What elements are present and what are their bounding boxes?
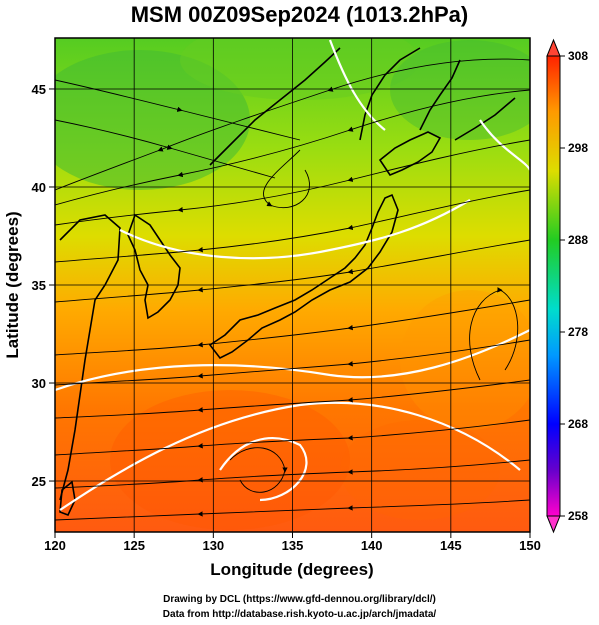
y-tick-label: 40 <box>32 180 46 195</box>
colorbar-tick-label: 268 <box>568 417 588 431</box>
y-axis-label: Latitude (degrees) <box>3 211 22 358</box>
y-tick-label: 25 <box>32 474 46 489</box>
y-tick-label: 30 <box>32 376 46 391</box>
y-axis: 25 30 35 40 45 <box>32 82 55 489</box>
footer-credit-data: Data from http://database.rish.kyoto-u.a… <box>162 609 437 620</box>
lat-lon-grid <box>55 38 530 532</box>
x-tick-label: 125 <box>123 538 145 553</box>
colorbar-tick-label: 308 <box>568 49 588 63</box>
streamlines <box>55 58 530 521</box>
colorbar-bottom-arrow <box>546 515 561 534</box>
coastlines <box>59 47 516 517</box>
y-tick-label: 35 <box>32 278 46 293</box>
x-tick-label: 140 <box>361 538 383 553</box>
colorbar: 258 268 278 288 298 308 <box>546 38 588 534</box>
chart-title: MSM 00Z09Sep2024 (1013.2hPa) <box>130 2 469 27</box>
colorbar-top-arrow <box>546 38 561 57</box>
x-axis: 120 125 130 135 140 145 150 <box>44 532 541 553</box>
x-tick-label: 150 <box>519 538 541 553</box>
x-tick-label: 120 <box>44 538 66 553</box>
x-tick-label: 145 <box>440 538 462 553</box>
colorbar-tick-label: 288 <box>568 233 588 247</box>
x-axis-label: Longitude (degrees) <box>210 560 373 579</box>
x-tick-label: 135 <box>282 538 304 553</box>
footer-credit-drawing: Drawing by DCL (https://www.gfd-dennou.o… <box>163 594 436 605</box>
y-tick-label: 45 <box>32 82 46 97</box>
colorbar-tick-label: 278 <box>568 325 588 339</box>
colorbar-tick-label: 298 <box>568 141 588 155</box>
x-tick-label: 130 <box>202 538 224 553</box>
colorbar-scale <box>546 55 561 517</box>
colorbar-tick-label: 258 <box>568 509 588 523</box>
